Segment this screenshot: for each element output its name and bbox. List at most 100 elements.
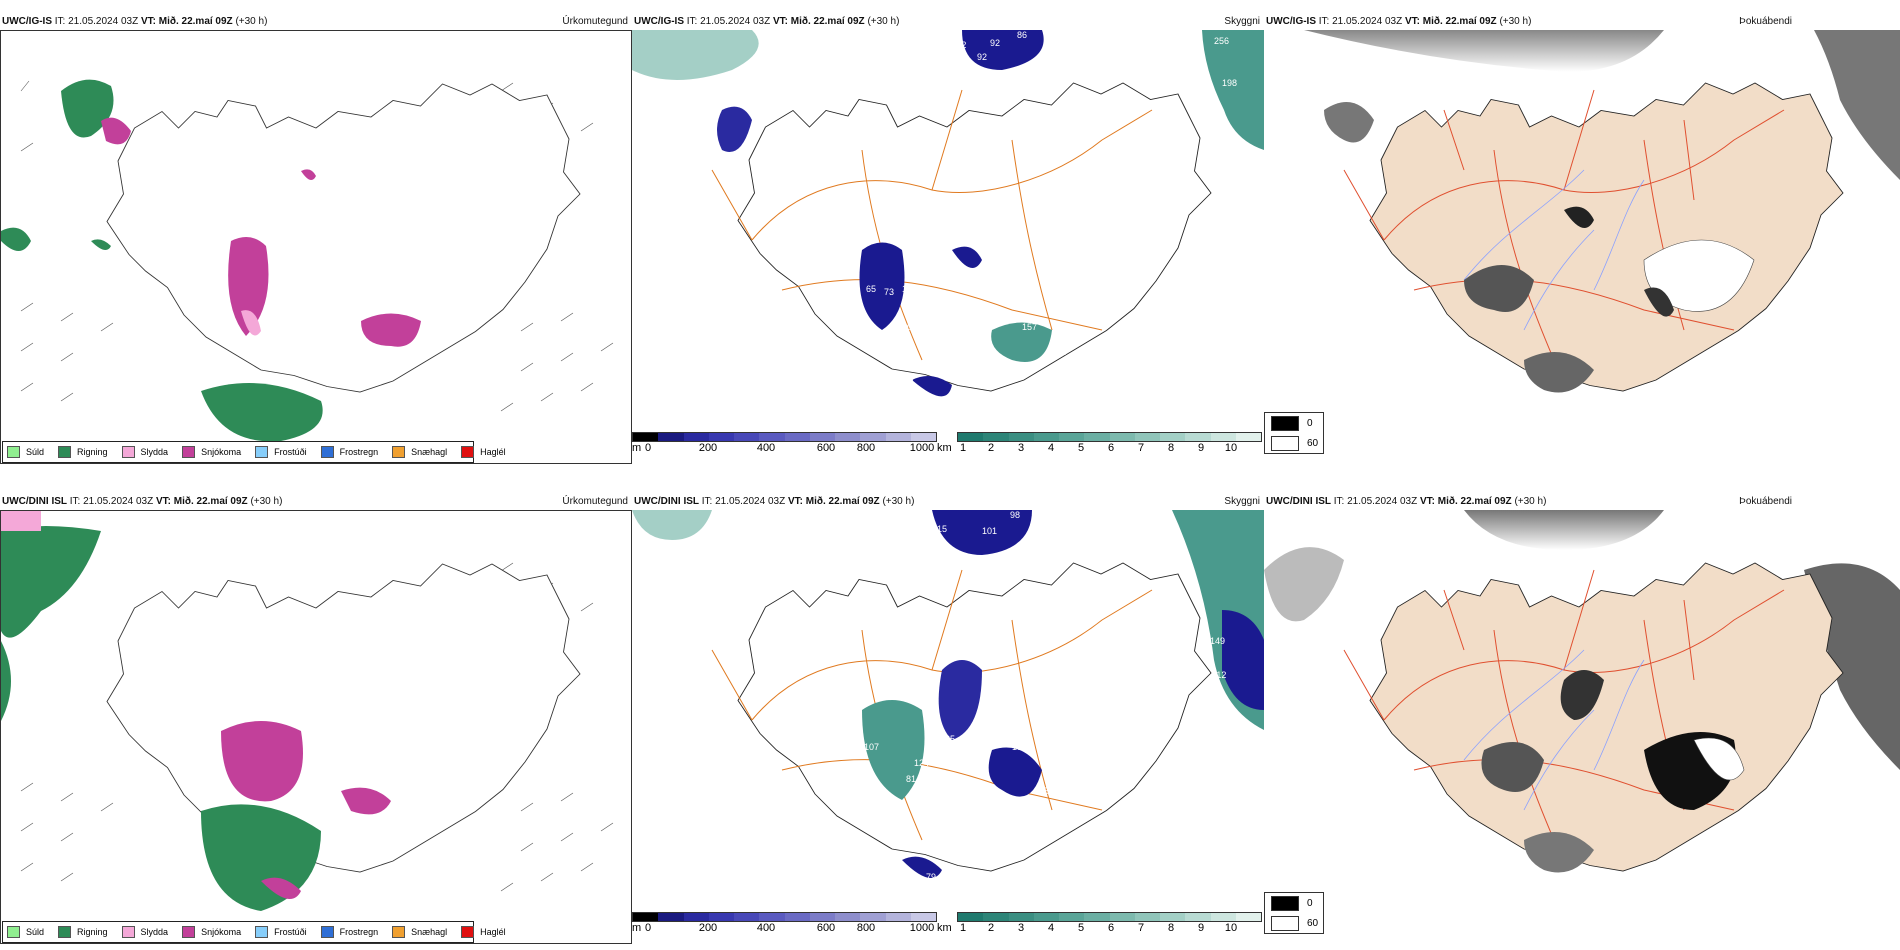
it-value: 21.05.2024 03Z [715,496,786,507]
tick-label: 1000 [909,922,935,934]
value-label: 198 [1222,78,1237,88]
value-label: 101 [982,526,997,536]
legend-item: Haglél [461,926,506,938]
colorbar-swatches [957,912,1262,922]
fog-map-svg [1264,510,1900,873]
wind-barbs [20,80,614,412]
colorbar-step [1185,913,1211,921]
value-label: 86 [1017,30,1027,40]
value-label: 107 [900,822,915,832]
precip-map [0,30,632,464]
colorbar-step [958,913,984,921]
colorbar-step [1008,913,1034,921]
legend-label: Snjókoma [201,447,242,457]
colorbar-step [1235,433,1261,441]
legend-label: Rigning [77,927,108,937]
tick-label: 2 [987,922,995,934]
precip-type-legend: Súld Rigning Slydda Snjókoma Frostúði Fr… [2,441,506,463]
fog-map-svg [1304,30,1900,393]
legend-swatch [392,446,406,458]
legend-label: 0 [1307,417,1313,429]
tick-label: 7 [1137,922,1145,934]
colorbar-step [809,913,835,921]
tick-label: 0 [644,442,652,454]
cloud-map: 112 92 92 86 256 198 74 65 73 122 103 15… [632,30,1264,430]
colorbar-ticks: km 1 2 3 4 5 6 7 8 9 10 [937,442,1262,456]
legend-swatch [7,926,20,938]
legend-label: Snæhagl [411,447,448,457]
precip-areas [1,79,421,442]
panel-header: UWC/IG-IS IT: 21.05.2024 03Z VT: Mið. 22… [1264,14,1900,29]
model-name: UWC/IG-IS [634,16,684,27]
colorbar-step [1008,433,1034,441]
colorbar-ticks: m 0 200 400 600 800 1000 [632,922,937,936]
it-label: IT: [54,16,66,27]
legend-label: Súld [26,927,45,937]
fog-areas [1481,670,1745,873]
precip-map-svg [1,79,614,442]
legend-label: Frostregn [339,927,379,937]
colorbar-step [759,433,785,441]
vt-value: Mið. 22.maí 09Z [158,16,233,27]
value-label: 63 [934,407,944,417]
legend-item: Snjókoma [182,926,241,938]
lead-time: (+30 h) [250,496,283,507]
legend-swatch [121,926,135,938]
tick-label: 200 [698,922,718,934]
fog-legend-item: 60 [1265,433,1323,453]
colorbar-step [683,433,709,441]
colorbar-ticks: km 1 2 3 4 5 6 7 8 9 10 [937,922,1262,936]
colorbar-step [1109,913,1135,921]
model-name: UWC/DINI ISL [634,496,699,507]
value-label: 145 [922,826,937,836]
iceland-outline [106,83,581,393]
legend-label: Rigning [77,447,108,457]
legend-label: Slydda [140,447,169,457]
colorbar-step [1160,433,1186,441]
value-label: 157 [1022,322,1037,332]
value-label: 103 [902,322,917,332]
legend-item: Frostúði [255,446,307,458]
vt-label: VT: [155,496,171,507]
legend-item: Frostregn [320,926,379,938]
it-value: 21.05.2024 03Z [1347,496,1418,507]
legend-swatch [58,926,72,938]
colorbar-step [1210,913,1236,921]
panel-header: UWC/DINI ISL IT: 21.05.2024 03Z VT: Mið.… [0,494,632,509]
legend-item: Slydda [121,926,168,938]
legend-label: 0 [1307,897,1313,909]
legend-item: Frostregn [320,446,378,458]
legend-swatch [255,446,269,458]
tick-label: 2 [987,442,995,454]
tick-label: 1 [959,442,967,454]
tick-label: 400 [756,442,776,454]
value-label: 149 [1210,636,1225,646]
value-label: 79 [926,872,936,882]
colorbar-step [1084,913,1110,921]
colorbar-step [1084,433,1110,441]
precip-panel-top: UWC/IG-IS IT: 21.05.2024 03Z VT: Mið. 22… [0,14,632,464]
legend-label: 60 [1307,917,1319,929]
fog-legend: 0 60 [1264,892,1324,934]
value-label: 57 [1044,786,1054,796]
legend-label: Snæhagl [411,927,448,937]
colorbar-step [885,433,911,441]
vt-label: VT: [1404,16,1420,27]
precip-panel-bottom: UWC/DINI ISL IT: 21.05.2024 03Z VT: Mið.… [0,494,632,944]
colorbar-step [1185,433,1211,441]
colorbar-step [958,433,984,441]
model-name: UWC/DINI ISL [2,496,67,507]
fog-legend-item: 60 [1265,913,1323,933]
value-label: 112 [1212,670,1226,680]
it-label: IT: [1318,16,1330,27]
precip-map [0,510,632,944]
legend-swatch [7,446,20,458]
legend-item: Rigning [58,446,108,458]
fog-map [1264,510,1900,910]
colorbar-step [983,913,1009,921]
panel-label: Þokuábendi [1739,16,1792,27]
colorbar-visibility-km: km 1 2 3 4 5 6 7 8 9 10 [937,432,1262,456]
value-label: 65 [866,284,876,294]
legend-swatch [121,446,135,458]
it-label: IT: [69,496,81,507]
